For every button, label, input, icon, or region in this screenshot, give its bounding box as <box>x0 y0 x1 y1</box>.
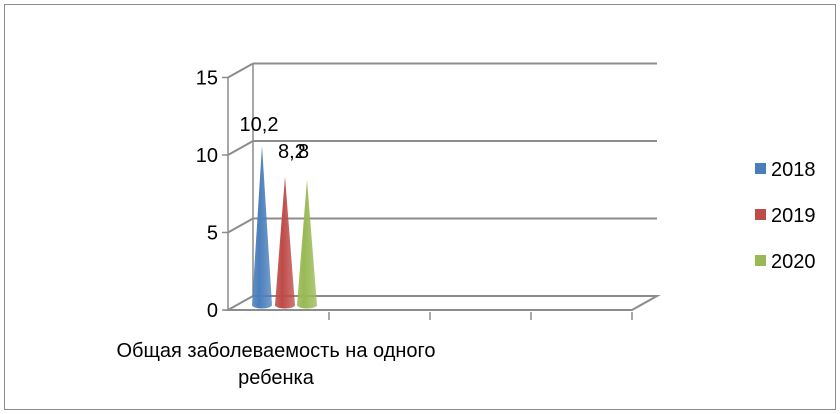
data-label-2020: 8 <box>298 141 309 163</box>
legend-swatch-2018 <box>755 163 766 174</box>
axes <box>222 76 633 320</box>
y-tick-label: 0 <box>207 300 218 322</box>
cone-2018 <box>252 145 272 309</box>
cones <box>252 145 317 309</box>
cone-2019 <box>275 176 295 309</box>
legend: 2018 2019 2020 <box>755 159 816 273</box>
gridline-side <box>227 140 254 156</box>
y-tick-label: 5 <box>207 223 218 245</box>
cone-2020 <box>297 179 317 309</box>
category-labels: Общая заболеваемость на одного ребенка <box>116 340 435 389</box>
legend-label-2019: 2019 <box>771 205 816 227</box>
category-label: Общая заболеваемость на одного <box>116 340 435 362</box>
gridline-side <box>227 62 254 79</box>
gridlines <box>227 62 657 234</box>
data-labels: 10,2 8,28 <box>240 114 310 163</box>
y-tick-label: 10 <box>196 145 218 167</box>
y-tick-label: 15 <box>196 68 218 90</box>
y-tick-labels: 0 5 10 15 <box>196 68 218 323</box>
legend-swatch-2019 <box>755 209 766 220</box>
legend-label-2018: 2018 <box>771 159 816 181</box>
chart-frame <box>4 4 836 410</box>
data-label-2019: 8,2 <box>278 141 306 163</box>
chart-floor <box>224 295 661 311</box>
data-label-2018: 10,2 <box>240 114 279 136</box>
category-label: ребенка <box>238 367 315 389</box>
legend-swatch-2020 <box>755 255 766 266</box>
legend-label-2020: 2020 <box>771 251 816 273</box>
gridline-side <box>227 217 254 234</box>
chart-walls <box>224 63 661 311</box>
